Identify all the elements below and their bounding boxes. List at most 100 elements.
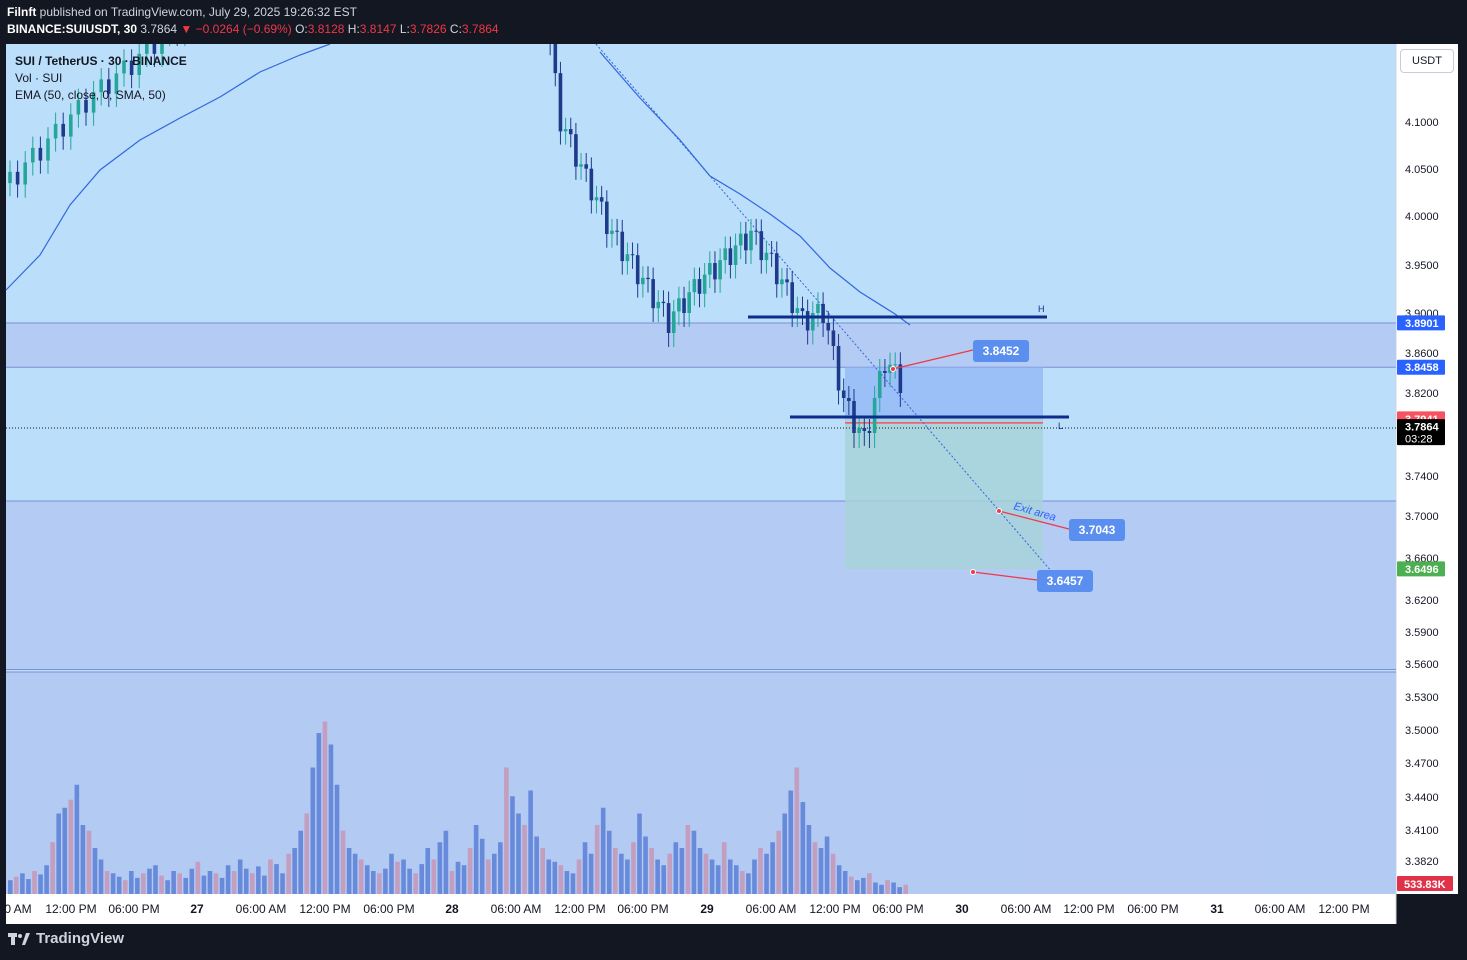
price-tick-label: 3.5600	[1405, 659, 1439, 671]
callout-box	[973, 340, 1029, 362]
volume-bar	[316, 733, 322, 894]
candle-body	[759, 231, 764, 261]
volume-bar	[776, 830, 781, 894]
candle-body	[790, 282, 794, 313]
price-tick-label: 3.5000	[1405, 725, 1439, 737]
volume-bar	[56, 813, 61, 894]
price-tag-box	[1397, 561, 1445, 577]
candle-body	[23, 162, 27, 185]
volume-bar	[836, 865, 842, 894]
time-tick-label: 06:00 AM	[1255, 902, 1306, 916]
time-tick-label: 06:00 PM	[108, 902, 159, 916]
time-tick-label: 30	[955, 902, 969, 916]
candle-body	[568, 129, 573, 135]
time-tick-label: 12:00 PM	[45, 902, 96, 916]
volume-bar	[594, 825, 600, 894]
candle-body	[641, 277, 645, 285]
volume-bar	[201, 875, 207, 894]
time-tick-label: 27	[190, 902, 204, 916]
position-layer[interactable]	[845, 367, 1043, 569]
volume-bar	[159, 875, 164, 894]
volume-bar	[679, 848, 685, 894]
candle-body	[702, 274, 707, 294]
volume-bar	[564, 871, 570, 894]
volume-bar	[50, 842, 55, 894]
close-value: 3.7864	[461, 22, 499, 36]
volume-bar	[703, 853, 709, 894]
volume-bar	[461, 865, 467, 894]
time-tick-label: 0 AM	[4, 902, 31, 916]
volume-bar	[667, 853, 673, 894]
volume-bar	[195, 861, 201, 894]
volume-bar	[250, 873, 255, 894]
callout-value: 3.8452	[983, 344, 1020, 358]
callout-connector	[998, 510, 1070, 530]
candle-body	[589, 168, 594, 201]
volume-bar	[286, 853, 291, 894]
time-tick-label: 12:00 PM	[809, 902, 860, 916]
time-tick-label: 28	[445, 902, 459, 916]
candle-body	[31, 147, 35, 163]
volume-bar	[44, 865, 49, 894]
price-axis-tags: 3.89013.84583.79413.786403:283.6496533.8…	[1397, 315, 1453, 891]
candle-body	[651, 279, 655, 309]
candle-body	[687, 292, 691, 313]
author-name[interactable]: Filnft	[7, 5, 37, 19]
published-text: published on TradingView.com, July 29, 2…	[36, 5, 357, 19]
volume-bar	[358, 859, 364, 894]
candle-body	[800, 308, 805, 312]
volume-bar	[298, 830, 303, 894]
volume-bar	[455, 861, 461, 894]
candle-body	[682, 298, 686, 313]
price-tag-box	[1397, 419, 1445, 446]
volume-bar	[552, 861, 558, 894]
volume-bar	[135, 877, 140, 894]
currency-unit-button[interactable]: USDT	[1400, 49, 1454, 73]
volume-bar	[746, 873, 751, 894]
volume-bar	[401, 859, 406, 894]
volume-bar	[479, 838, 485, 894]
volume-bar	[280, 873, 285, 894]
candle-body	[749, 230, 753, 251]
candle-body	[764, 252, 769, 261]
volume-bar	[274, 864, 279, 894]
legend-ema[interactable]: EMA (50, close, 0, SMA, 50)	[15, 88, 166, 102]
candle-body	[594, 197, 599, 201]
legend-volume[interactable]: Vol · SUI	[15, 71, 63, 85]
legend-title[interactable]: SUI / TetherUS · 30 · BINANCE	[15, 54, 187, 68]
callouts-layer[interactable]: 3.8452 3.7043 3.6457	[890, 340, 1126, 592]
volume-bar	[709, 859, 715, 894]
time-tick-label: 29	[700, 902, 714, 916]
volume-bar	[122, 880, 128, 894]
volume-bar	[498, 842, 503, 894]
tradingview-logo[interactable]: TradingView	[8, 930, 124, 947]
time-tick-label: 06:00 PM	[1127, 902, 1178, 916]
low-label: L:	[399, 22, 410, 36]
volume-bar	[443, 830, 449, 894]
volume-bar	[613, 848, 618, 894]
supply-zone-1	[6, 501, 1396, 670]
volume-bar	[903, 884, 908, 894]
volume-bar	[522, 825, 527, 894]
tradingview-logo-text: TradingView	[36, 930, 125, 947]
price-tick-label: 3.7400	[1405, 471, 1439, 483]
volume-bar	[425, 848, 431, 894]
candle-body	[625, 254, 630, 262]
volume-bar	[219, 877, 225, 894]
volume-bar	[449, 871, 455, 894]
price-tag-label: 3.6496	[1405, 564, 1439, 576]
candle-body	[107, 79, 111, 94]
candle-body	[91, 92, 96, 113]
volume-bar	[848, 876, 854, 894]
volume-bar	[165, 880, 170, 894]
change-down-icon: ▼	[180, 22, 193, 36]
candle-body	[615, 230, 619, 232]
volume-bar	[637, 813, 642, 894]
take-profit-box	[845, 418, 1043, 569]
candle-body	[152, 44, 157, 54]
volume-bar	[861, 877, 866, 894]
left-border	[0, 44, 6, 924]
volume-bar	[818, 848, 824, 894]
candle-body	[84, 99, 88, 113]
